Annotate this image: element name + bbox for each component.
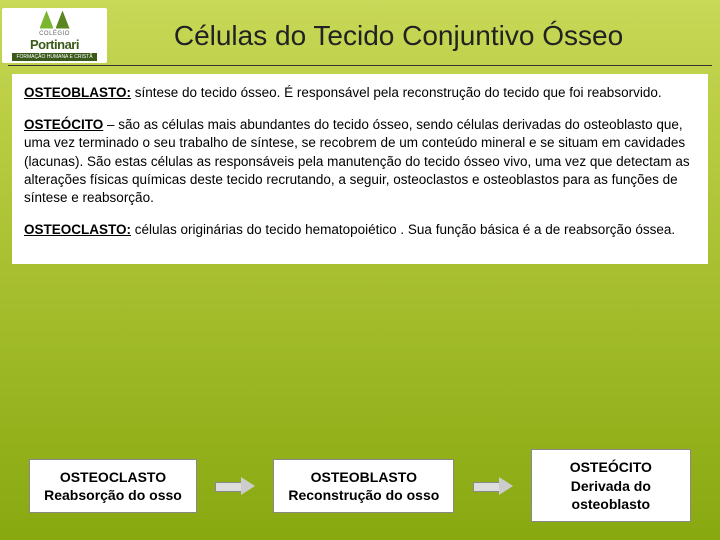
section-osteocito: OSTEÓCITO – são as células mais abundant… [24,116,696,207]
box3-line2: Derivada do [546,477,676,495]
box1-line2: Reabsorção do osso [44,486,182,504]
box3-line1: OSTEÓCITO [546,458,676,476]
flow-row: OSTEOCLASTO Reabsorção do osso OSTEOBLAS… [0,449,720,522]
box2-line1: OSTEOBLASTO [288,468,439,486]
osteoclasto-label: OSTEOCLASTO: [24,222,131,237]
box3-line3: osteoblasto [546,495,676,513]
osteoblasto-label: OSTEOBLASTO: [24,85,131,100]
section-osteoclasto: OSTEOCLASTO: células originárias do teci… [24,221,696,239]
logo-tag: FORMAÇÃO HUMANA E CRISTÃ [12,53,96,61]
osteocito-text: – são as células mais abundantes do teci… [24,117,690,205]
header: COLÉGIO Portinari FORMAÇÃO HUMANA E CRIS… [0,0,720,63]
content-panel: OSTEOBLASTO: síntese do tecido ósseo. É … [12,74,708,264]
logo: COLÉGIO Portinari FORMAÇÃO HUMANA E CRIS… [2,8,107,63]
box-osteoblasto: OSTEOBLASTO Reconstrução do osso [273,459,454,513]
title-underline [8,65,712,66]
section-osteoblasto: OSTEOBLASTO: síntese do tecido ósseo. É … [24,84,696,102]
osteoblasto-text: síntese do tecido ósseo. É responsável p… [131,85,662,100]
osteoclasto-text: células originárias do tecido hematopoié… [131,222,675,237]
logo-icon [40,11,70,29]
arrow-icon [215,479,255,493]
logo-line2: Portinari [30,37,79,52]
page-title: Células do Tecido Conjuntivo Ósseo [107,20,710,52]
box-osteocito: OSTEÓCITO Derivada do osteoblasto [531,449,691,522]
arrow-icon [473,479,513,493]
box-osteoclasto: OSTEOCLASTO Reabsorção do osso [29,459,197,513]
box1-line1: OSTEOCLASTO [44,468,182,486]
box2-line2: Reconstrução do osso [288,486,439,504]
osteocito-label: OSTEÓCITO [24,117,103,132]
